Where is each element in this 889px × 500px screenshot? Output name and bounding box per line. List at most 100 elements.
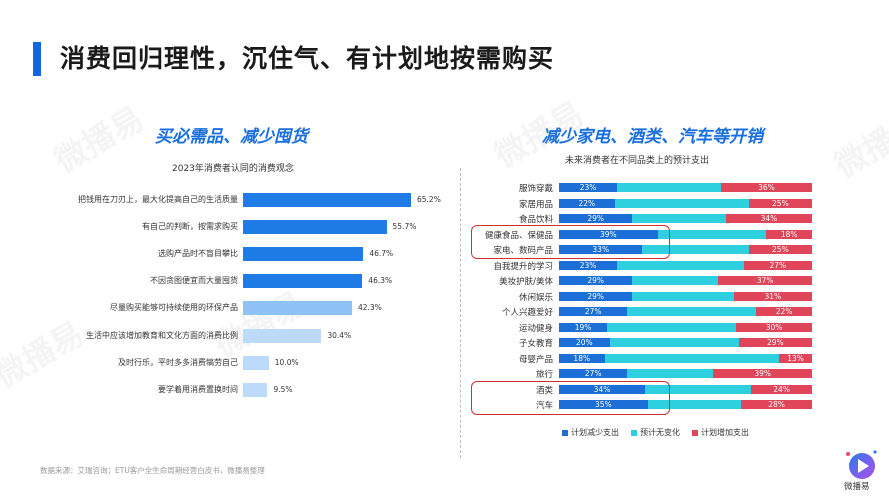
bar-segment-increase (741, 400, 812, 409)
segment-value-label: 25% (772, 198, 789, 208)
segment-value-label: 22% (578, 198, 596, 208)
category-label: 家居用品 (518, 199, 553, 210)
bar-segment-nochange (647, 400, 742, 409)
segment-value-label: 23% (579, 260, 597, 270)
bar-category-label: 选购产品时不盲目攀比 (158, 249, 238, 259)
source-note: 数据来源：艾瑞咨询；ETU客户全生命周期经营白皮书，微播易整理 (40, 466, 265, 475)
bar-value-label: 65.2% (417, 195, 441, 204)
bar-segment-nochange (642, 245, 749, 254)
bar-segment-nochange (617, 260, 744, 270)
legend-label-nochange: 预计无变化 (640, 428, 680, 437)
bar-value-label: 46.7% (369, 249, 394, 259)
bar-segment-reduce (559, 260, 618, 270)
logo-text: 微播易 (844, 482, 870, 492)
legend-label-reduce: 计划减少支出 (571, 428, 619, 437)
right-section-title: 减少家电、酒类、汽车等开销 (542, 127, 763, 147)
category-label: 汽车 (535, 401, 553, 411)
bar-segment-increase (748, 198, 812, 208)
bar-segment-increase (733, 291, 812, 301)
bar-category-label: 有自己的判断，按需求购买 (142, 222, 238, 232)
category-label: 旅行 (535, 370, 553, 380)
bar-segment-increase (743, 260, 812, 270)
segment-value-label: 25% (772, 245, 789, 254)
segment-value-label: 22% (775, 307, 793, 316)
legend-item-reduce: 计划减少支出 (562, 427, 619, 438)
category-label: 子女教育 (518, 339, 553, 349)
segment-value-label: 36% (758, 183, 775, 192)
bar (243, 328, 322, 343)
watermark: 微播易 (825, 99, 889, 187)
segment-value-label: 29% (587, 276, 605, 285)
bar-value-label: 55.7% (392, 222, 417, 232)
legend-item-nochange: 预计无变化 (631, 427, 680, 438)
bar-segment-reduce (559, 183, 618, 192)
segment-value-label: 18% (573, 353, 591, 363)
bar-segment-reduce (559, 338, 610, 347)
bar-segment-reduce (559, 245, 643, 254)
bar-segment-reduce (559, 353, 605, 363)
bar-segment-nochange (604, 353, 780, 363)
bar-value-label: 9.5% (273, 384, 293, 394)
left-section-title: 买必需品、减少囤货 (155, 127, 308, 147)
bar-category-label: 及时行乐，平时多多消费犒劳自己 (118, 357, 238, 367)
segment-value-label: 39% (754, 369, 771, 378)
segment-value-label: 31% (764, 291, 782, 301)
bar (243, 274, 363, 289)
category-label: 运动健身 (518, 323, 553, 334)
segment-value-label: 34% (760, 214, 778, 223)
category-label: 食品饮料 (518, 215, 553, 225)
bar (243, 220, 387, 235)
bar-segment-nochange (614, 198, 749, 208)
bar-segment-nochange (632, 214, 726, 223)
bar-segment-reduce (559, 229, 658, 239)
bar-segment-reduce (559, 198, 615, 208)
bar (243, 247, 364, 262)
segment-value-label: 13% (787, 353, 804, 363)
bar-segment-reduce (559, 384, 646, 394)
bar-segment-reduce (559, 291, 633, 301)
segment-value-label: 20% (575, 338, 593, 347)
segment-value-label: 29% (766, 338, 784, 347)
category-label: 个人兴趣爱好 (501, 308, 553, 318)
segment-value-label: 19% (574, 322, 592, 332)
category-label: 服饰穿戴 (518, 184, 553, 194)
watermark: 微播易 (205, 279, 311, 367)
segment-value-label: 39% (599, 229, 617, 239)
title-accent-bar (33, 42, 41, 76)
bar-segment-reduce (559, 322, 608, 332)
left-chart-title: 2023年消费者认同的消费观念 (172, 164, 294, 174)
segment-value-label: 37% (756, 276, 774, 285)
bar-segment-reduce (559, 369, 628, 378)
category-label: 家电、数码产品 (493, 246, 553, 256)
bar-segment-nochange (645, 384, 752, 394)
bar-segment-nochange (617, 183, 721, 192)
segment-value-label: 29% (587, 291, 605, 301)
bar-segment-nochange (627, 369, 714, 378)
bar-segment-increase (718, 276, 812, 285)
bar (243, 193, 411, 207)
segment-value-label: 34% (593, 384, 611, 394)
bar-segment-increase (725, 214, 812, 223)
bar-segment-reduce (559, 400, 648, 409)
category-label: 美妆护肤/美体 (499, 277, 553, 287)
category-label: 自我提升的学习 (493, 261, 553, 272)
bar-segment-nochange (607, 322, 737, 332)
bar-segment-nochange (657, 229, 767, 239)
highlight-box-health-electronics (471, 225, 670, 259)
bar (243, 355, 269, 370)
legend: 计划减少支出 预计无变化 计划增加支出 (562, 427, 749, 438)
bar-value-label: 30.4% (327, 330, 352, 340)
logo-icon (846, 450, 877, 479)
segment-value-label: 18% (780, 229, 798, 239)
bar-segment-increase (748, 245, 812, 254)
segment-value-label: 33% (592, 245, 610, 254)
right-chart-title: 未来消费者在不同品类上的预计支出 (565, 156, 710, 166)
segment-value-label: 23% (579, 183, 597, 192)
bar-segment-increase (713, 369, 812, 378)
bar-category-label: 尽量购买能够可持续使用的环保产品 (110, 303, 238, 313)
bar-segment-nochange (609, 338, 739, 347)
category-label: 母婴产品 (518, 354, 553, 365)
segment-value-label: 27% (769, 260, 787, 270)
category-label: 健康食品、保健品 (484, 230, 553, 241)
watermark: 微播易 (0, 309, 91, 397)
